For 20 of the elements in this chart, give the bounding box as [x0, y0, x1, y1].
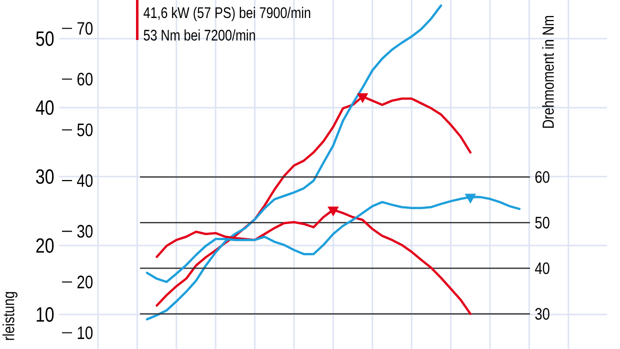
y-tick-label: 50	[36, 31, 54, 46]
y3-tick-label: 60	[77, 72, 93, 86]
y-tick-label: 40	[36, 100, 54, 115]
annotation: 53 Nm bei 7200/min	[144, 29, 255, 41]
y2-tick-label: 60	[535, 171, 550, 183]
y3-tick-label: 50	[77, 123, 93, 136]
y-tick-label: 30	[36, 169, 54, 184]
y2-tick-label: 40	[535, 262, 550, 274]
y3-tick-label: 40	[77, 174, 93, 187]
y3-tick-label: 70	[77, 22, 93, 35]
y3-tick-label: 30	[77, 224, 93, 238]
y-axis-title: rleistung	[2, 292, 18, 340]
y2-axis-title: Drehmoment in Nm	[542, 16, 554, 128]
y-tick-label: 10	[36, 307, 54, 322]
y3-tick-label: 20	[77, 276, 93, 288]
annotation: 41,6 kW (57 PS) bei 7900/min	[144, 6, 310, 22]
y3-tick-label: 10	[78, 326, 93, 340]
y-tick-label: 20	[36, 238, 54, 253]
y2-tick-label: 50	[535, 216, 550, 229]
y2-tick-label: 30	[535, 308, 550, 320]
